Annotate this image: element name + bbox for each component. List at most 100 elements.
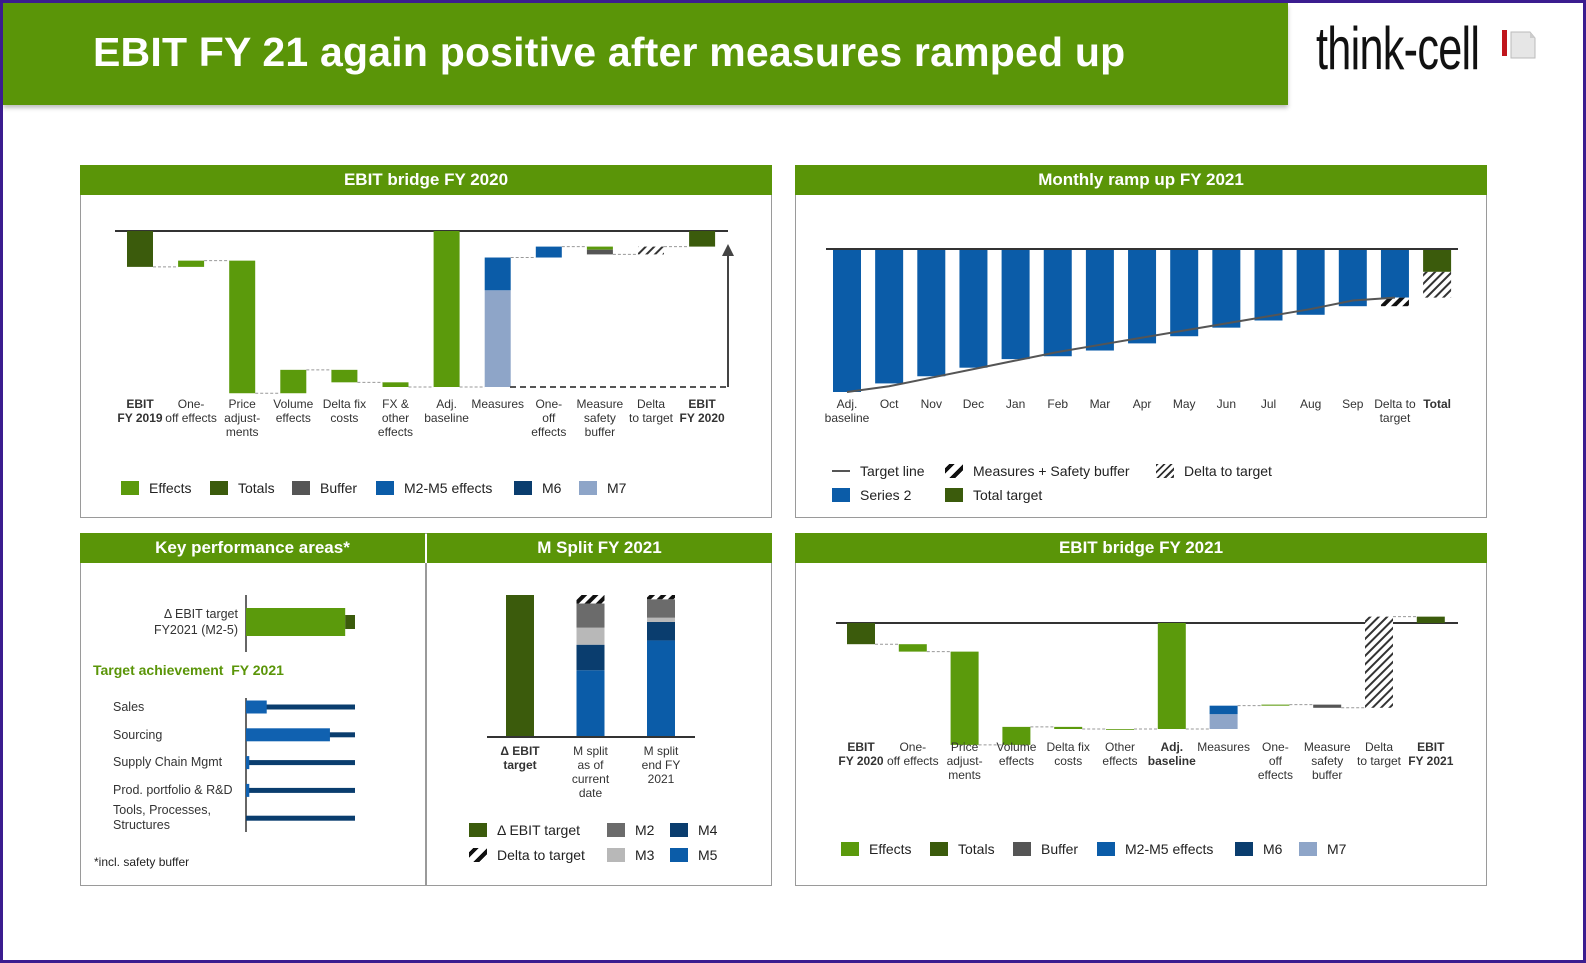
- panel-title: EBIT bridge FY 2021: [795, 533, 1487, 563]
- category-label: EBIT FY 2021: [1408, 740, 1453, 768]
- bar-segment-delta_thick: [647, 595, 675, 600]
- legend-label: M2: [635, 822, 655, 838]
- legend-label: Δ EBIT target: [497, 822, 581, 838]
- legend-item-delta: Delta to target: [1156, 463, 1272, 479]
- category-label: Delta fix costs: [1047, 740, 1090, 768]
- bar-segment-effects: [382, 382, 409, 387]
- category-label: Sep: [1342, 397, 1364, 411]
- bar-segment-series2: [833, 249, 861, 392]
- legend-item-m6: M6: [514, 480, 561, 496]
- bar-segment-delta: [1365, 616, 1393, 708]
- legend-label: Measures + Safety buffer: [973, 463, 1130, 479]
- swatch-icon: [469, 848, 487, 862]
- legend-label: Buffer: [320, 480, 358, 496]
- category-label: Delta to target: [629, 397, 674, 425]
- legend-label: Series 2: [860, 487, 912, 503]
- legend-label: M3: [635, 847, 655, 863]
- panel-title: Key performance areas*: [80, 533, 425, 563]
- panel-ebit-bridge-2020: [80, 165, 772, 518]
- legend-label: M4: [698, 822, 718, 838]
- category-label: EBIT FY 2020: [680, 397, 725, 425]
- legend-label: Delta to target: [1184, 463, 1272, 479]
- swatch-icon: [945, 464, 963, 478]
- bar-segment-m3: [576, 627, 605, 645]
- legend-item-m2m5: M2-M5 effects: [1097, 841, 1213, 857]
- category-label: Volume effects: [273, 397, 313, 425]
- legend-label: M6: [1263, 841, 1283, 857]
- bar-segment-series2: [1338, 249, 1367, 307]
- kpa-footnote: *incl. safety buffer: [94, 855, 190, 869]
- legend-label: M2-M5 effects: [404, 480, 493, 496]
- bar-segment-buffer: [1313, 704, 1342, 708]
- bar-segment-m2m5: [484, 257, 511, 291]
- category-label: Price adjust-ments: [947, 740, 983, 782]
- legend-label: Target line: [860, 463, 925, 479]
- kpa-row-label: Tools, Processes, Structures: [113, 803, 211, 832]
- legend-item-m2: M2: [607, 822, 654, 838]
- category-label: One-off effects: [531, 397, 566, 439]
- legend-item-m3: M3: [607, 847, 654, 863]
- swatch-icon: [1156, 464, 1174, 478]
- achievement-bar: [246, 756, 250, 770]
- category-label: Jun: [1217, 397, 1236, 411]
- bar-segment-delta: [1423, 271, 1452, 298]
- achievement-bar: [246, 700, 267, 714]
- category-label: Total: [1423, 397, 1451, 411]
- target-line-bar: [246, 787, 355, 793]
- target-line: [846, 296, 1396, 393]
- category-label: Oct: [880, 397, 899, 411]
- legend-item-m6: M6: [1235, 841, 1282, 857]
- bar-segment-ebit_target: [506, 595, 534, 737]
- legend-item-m2m5: M2-M5 effects: [376, 480, 492, 496]
- panel-title: EBIT bridge FY 2020: [80, 165, 772, 195]
- category-label: Mar: [1090, 397, 1111, 411]
- category-label: Measures: [471, 397, 524, 411]
- target-line-bar: [246, 760, 355, 766]
- bar-segment-series2: [917, 249, 946, 377]
- legend-item-target_line: Target line: [832, 463, 925, 479]
- legend-label: Totals: [238, 480, 275, 496]
- bar-total: [433, 231, 460, 387]
- legend-item-total_target: Total target: [945, 487, 1042, 503]
- bar-segment-measures_safety: [1380, 297, 1409, 307]
- bar-total: [847, 623, 875, 645]
- bar-segment-series2: [1380, 249, 1409, 298]
- category-label: Feb: [1047, 397, 1068, 411]
- swatch-icon: [607, 848, 625, 862]
- bar-segment-effects: [586, 246, 613, 250]
- category-label: Price adjust-ments: [224, 397, 260, 439]
- bar-segment-series2: [1254, 249, 1283, 321]
- swatch-icon: [1235, 842, 1253, 856]
- logo-icon: [1502, 30, 1536, 59]
- swatch-icon: [841, 842, 859, 856]
- legend-item-delta_thick: Delta to target: [469, 847, 585, 863]
- legend-item-ebit_target: Δ EBIT target: [469, 822, 580, 838]
- bar-segment-m2m5: [535, 246, 562, 258]
- category-label: EBIT FY 2020: [838, 740, 883, 768]
- legend-item-buffer: Buffer: [292, 480, 357, 496]
- swatch-icon: [670, 848, 688, 862]
- panel-ebit-bridge-2021: [795, 533, 1487, 886]
- category-label: EBIT FY 2019: [117, 397, 162, 425]
- legend-item-series2: Series 2: [832, 487, 911, 503]
- swatch-icon: [292, 481, 310, 495]
- bar-segment-m7: [1209, 714, 1238, 729]
- swatch-icon: [930, 842, 948, 856]
- bar-segment-series2: [1212, 249, 1241, 328]
- bar-segment-series2: [875, 249, 904, 384]
- bar-segment-effects: [1002, 726, 1031, 745]
- legend-item-effects: Effects: [121, 480, 192, 496]
- safety-buffer-bar: [345, 615, 355, 629]
- category-label: Jul: [1261, 397, 1276, 411]
- category-label: Delta to target: [1374, 397, 1416, 425]
- category-label: Δ EBIT target: [500, 744, 540, 772]
- bar-total: [127, 231, 153, 267]
- swatch-icon: [579, 481, 597, 495]
- legend-item-m4: M4: [670, 822, 717, 838]
- bar-segment-m7: [484, 290, 511, 387]
- legend-label: M7: [1327, 841, 1347, 857]
- category-label: One-off effects: [165, 397, 217, 425]
- swatch-icon: [945, 488, 963, 502]
- swatch-icon: [514, 481, 532, 495]
- bar-segment-effects: [898, 644, 927, 652]
